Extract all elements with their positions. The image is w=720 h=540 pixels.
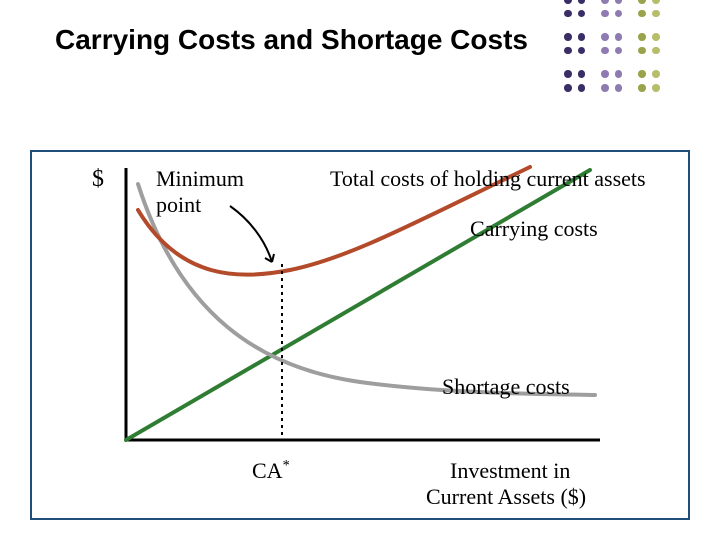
label-minimum-point-line1: Minimum xyxy=(156,166,244,192)
label-ca-star: CA* xyxy=(252,458,290,484)
decor-dot-grid xyxy=(564,0,648,80)
x-axis-label-line2: Current Assets ($) xyxy=(426,484,586,510)
label-total-costs: Total costs of holding current assets xyxy=(330,166,646,192)
page-title: Carrying Costs and Shortage Costs xyxy=(55,24,528,56)
label-carrying-costs: Carrying costs xyxy=(470,216,598,242)
label-shortage-costs: Shortage costs xyxy=(442,374,570,400)
y-axis-label: $ xyxy=(92,166,104,193)
x-axis-label-line1: Investment in xyxy=(450,458,570,484)
chart-svg xyxy=(30,150,690,520)
label-minimum-point-line2: point xyxy=(156,192,201,218)
